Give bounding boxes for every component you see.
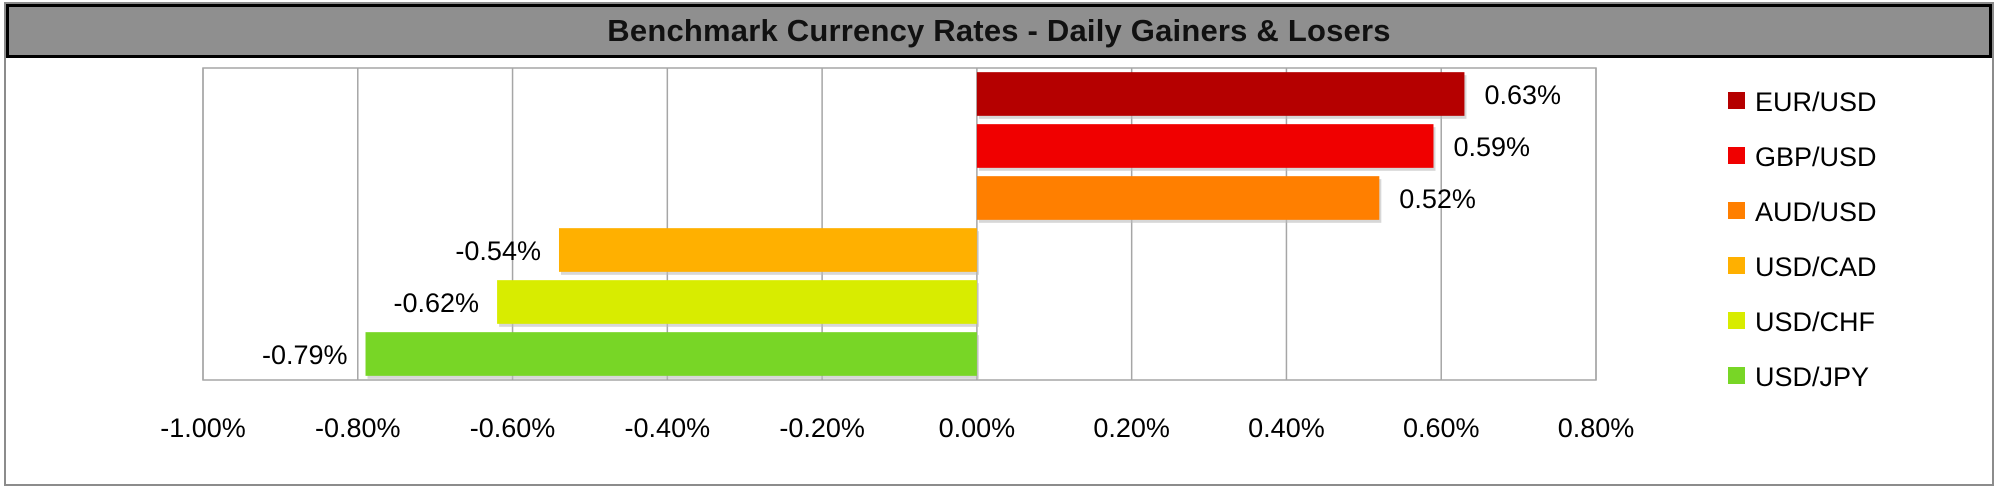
- x-tick-label: -0.40%: [625, 413, 711, 443]
- data-labels: 0.63% 0.59% 0.52% -0.54% -0.62% -0.79%: [262, 80, 1561, 370]
- legend: EUR/USD GBP/USD AUD/USD USD/CAD USD/CHF USD/J…: [1728, 87, 1877, 392]
- bar-aud-usd: [976, 176, 1380, 220]
- chart-title-bar: Benchmark Currency Rates - Daily Gainers…: [6, 4, 1992, 58]
- data-label: 0.63%: [1484, 80, 1561, 110]
- data-label: 0.52%: [1399, 184, 1476, 214]
- legend-swatch: [1728, 312, 1745, 329]
- x-tick-label: 0.00%: [939, 413, 1016, 443]
- x-tick-label: -0.60%: [470, 413, 556, 443]
- legend-swatch: [1728, 202, 1745, 219]
- legend-label: GBP/USD: [1755, 142, 1877, 172]
- x-tick-label: -0.80%: [315, 413, 401, 443]
- legend-label: USD/CHF: [1755, 307, 1875, 337]
- legend-swatch: [1728, 92, 1745, 109]
- data-label: -0.62%: [394, 288, 480, 318]
- x-tick-label: 0.80%: [1558, 413, 1635, 443]
- chart-title: Benchmark Currency Rates - Daily Gainers…: [607, 13, 1391, 48]
- data-label: -0.79%: [262, 340, 348, 370]
- gridlines: [202, 67, 1597, 381]
- legend-label: AUD/USD: [1755, 197, 1877, 227]
- legend-swatch: [1728, 257, 1745, 274]
- bar-usd-cad: [558, 228, 977, 272]
- data-label: -0.54%: [455, 236, 541, 266]
- legend-swatch: [1728, 147, 1745, 164]
- bar-usd-jpy: [365, 332, 977, 376]
- x-axis-ticks: -1.00% -0.80% -0.60% -0.40% -0.20% 0.00% 0.20%…: [160, 413, 1634, 443]
- legend-label: USD/CAD: [1755, 252, 1877, 282]
- legend-label: EUR/USD: [1755, 87, 1877, 117]
- x-tick-label: 0.40%: [1248, 413, 1325, 443]
- legend-label: USD/JPY: [1755, 362, 1869, 392]
- bar-usd-chf: [497, 280, 977, 324]
- x-tick-label: -0.20%: [779, 413, 865, 443]
- x-tick-label: 0.60%: [1403, 413, 1480, 443]
- data-label: 0.59%: [1453, 132, 1530, 162]
- legend-swatch: [1728, 367, 1745, 384]
- bar-eur-usd: [976, 72, 1465, 116]
- x-tick-label: -1.00%: [160, 413, 246, 443]
- x-tick-label: 0.20%: [1093, 413, 1170, 443]
- bars: [365, 72, 1467, 379]
- bar-gbp-usd: [976, 124, 1434, 168]
